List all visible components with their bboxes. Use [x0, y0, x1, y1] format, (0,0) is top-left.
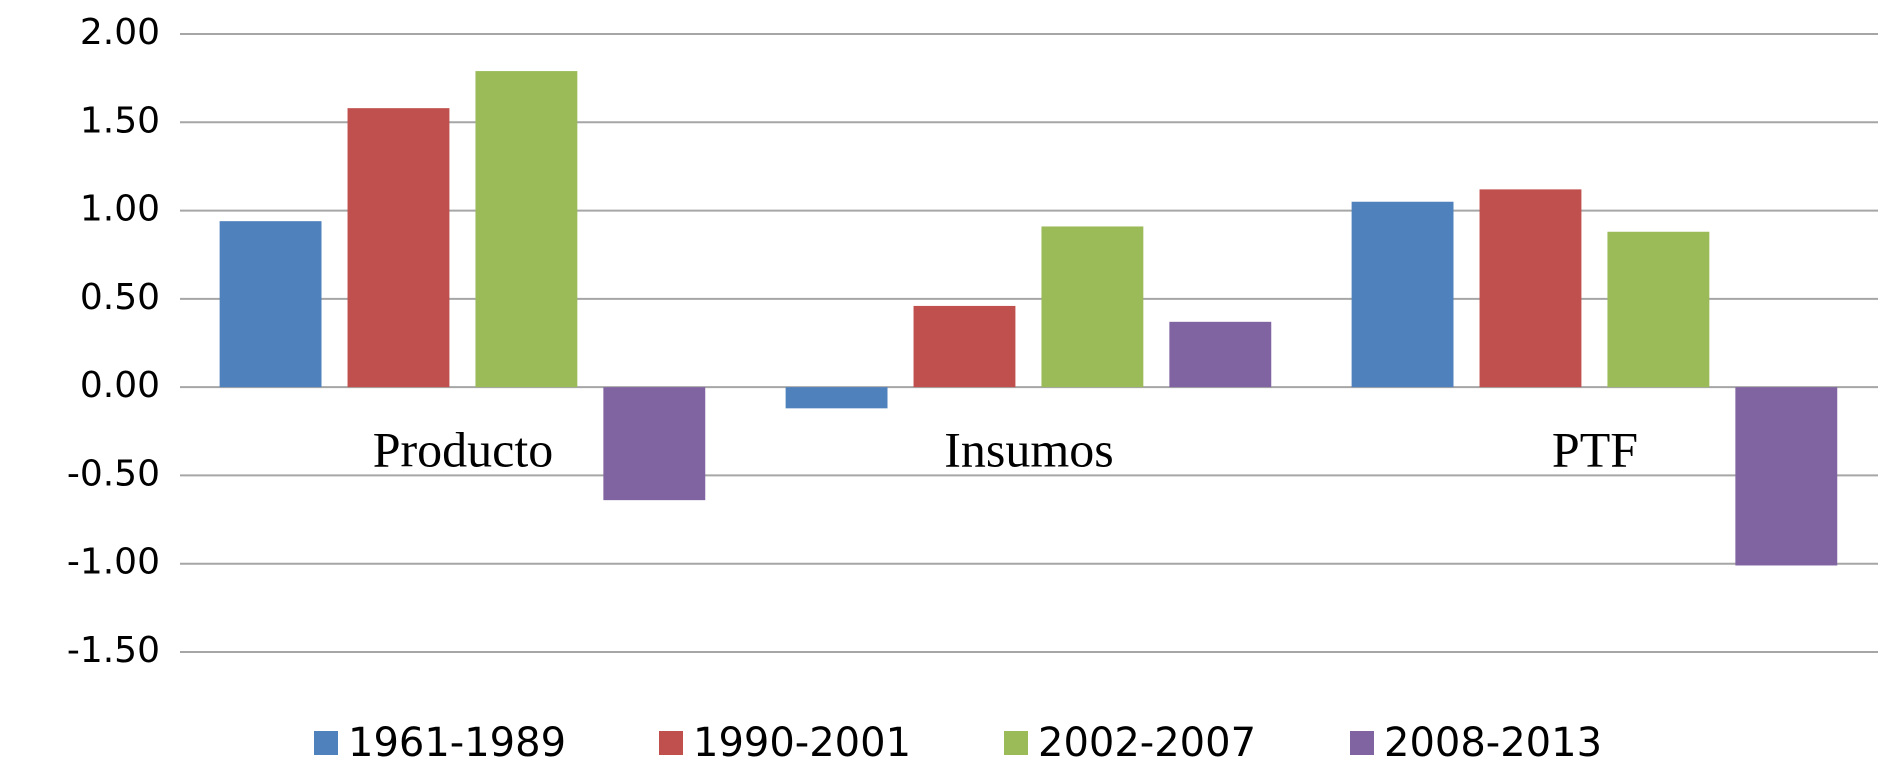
bar	[785, 387, 888, 409]
bar	[475, 71, 578, 388]
legend-label: 2002-2007	[1038, 720, 1256, 764]
legend-swatch	[1350, 731, 1374, 755]
category-label: PTF	[1552, 421, 1638, 477]
y-tick-label: -1.00	[67, 542, 160, 583]
bar	[1351, 201, 1454, 388]
legend-swatch	[659, 731, 683, 755]
category-label: Producto	[373, 421, 554, 477]
legend-label: 2008-2013	[1384, 720, 1602, 764]
bar	[603, 387, 706, 501]
y-tick-label: 1.50	[80, 100, 160, 141]
legend-label: 1990-2001	[693, 720, 911, 764]
bar	[1169, 321, 1272, 388]
y-tick-label: 0.00	[80, 365, 160, 406]
legend-swatch	[1004, 731, 1028, 755]
y-tick-label: -0.50	[67, 453, 160, 494]
y-tick-label: 0.50	[80, 277, 160, 318]
y-tick-label: 1.00	[80, 189, 160, 230]
y-tick-label: 2.00	[80, 12, 160, 53]
legend-label: 1961-1989	[348, 720, 566, 764]
bar	[347, 108, 450, 388]
bar	[913, 305, 1016, 388]
bar	[1607, 231, 1710, 388]
legend-swatch	[314, 731, 338, 755]
bar	[1735, 387, 1838, 566]
y-tick-label: -1.50	[67, 630, 160, 671]
category-label: Insumos	[944, 421, 1113, 477]
bar	[219, 221, 322, 388]
bar	[1479, 189, 1582, 388]
bar	[1041, 226, 1144, 388]
